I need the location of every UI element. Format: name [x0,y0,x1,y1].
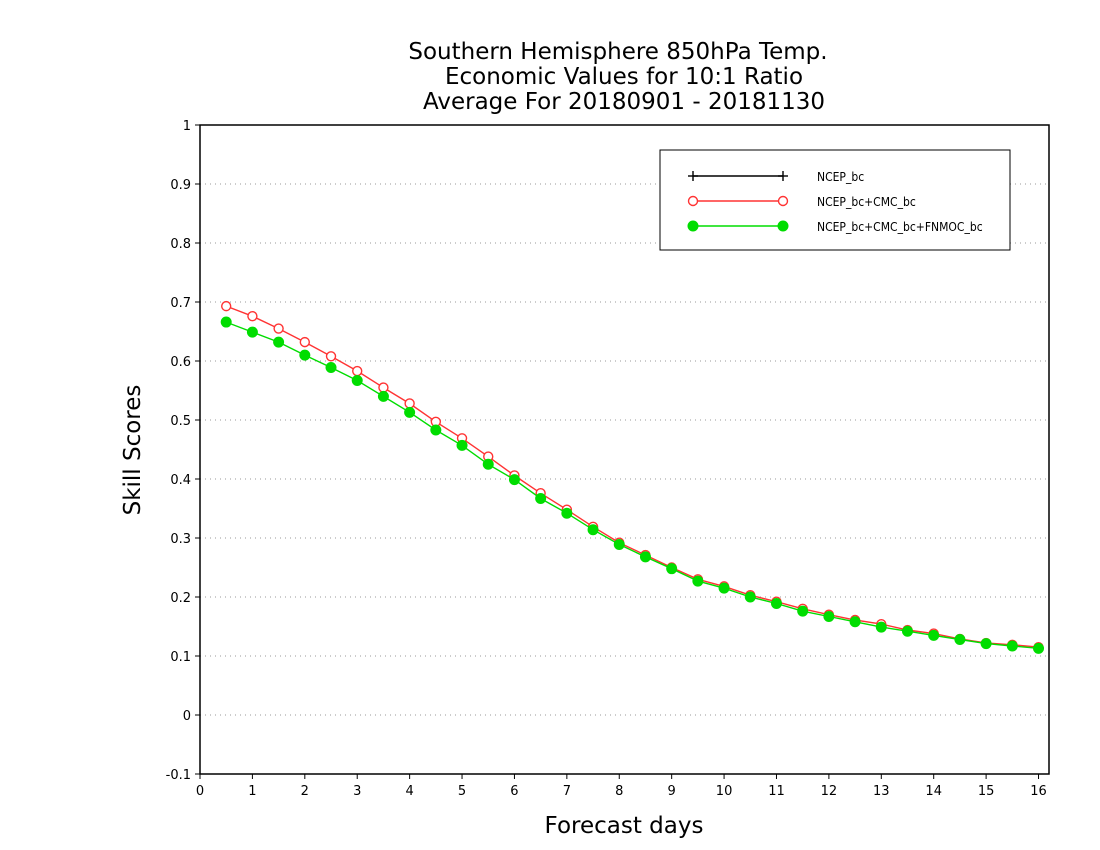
data-point [928,629,940,641]
legend-marker [777,195,789,207]
x-tick-label: 7 [563,784,571,799]
x-tick-label: 0 [196,784,204,799]
x-tick-label: 5 [458,784,466,799]
data-point [823,610,835,622]
y-axis-label: Skill Scores [120,385,146,516]
y-tick-label: -0.1 [166,768,191,783]
chart-title-line-3: Average For 20180901 - 20181130 [423,89,825,115]
data-point [299,336,311,348]
y-tick-label: 0.9 [170,178,191,193]
legend-label: NCEP_bc+CMC_bc [817,195,916,209]
data-point [325,361,337,373]
data-point [954,633,966,645]
data-point [246,326,258,338]
data-point [221,300,232,312]
y-tick-label: 1 [183,119,191,134]
data-point [352,365,363,377]
data-point [797,605,809,617]
data-point [273,323,284,334]
plot-frame [199,124,1050,775]
series-line [225,321,1039,649]
chart-title-line-2: Economic Values for 10:1 Ratio [445,64,803,90]
data-point [404,406,416,418]
x-tick-label: 9 [668,784,676,799]
legend-entry-1: NCEP_bc+CMC_bc [687,195,916,209]
data-point [692,575,704,587]
y-tick-label: 0 [183,709,191,724]
data-point [980,638,992,650]
data-point [377,390,389,402]
data-point [1006,640,1018,652]
data-point [482,458,494,470]
data-point [456,439,468,451]
series-line [225,305,1039,648]
data-point [666,563,678,575]
legend-label: NCEP_bc+CMC_bc+FNMOC_bc [817,220,983,234]
legend-label: NCEP_bc [817,170,864,184]
data-point [508,474,520,486]
legend-marker [778,171,788,181]
data-point [639,551,651,563]
legend-marker [687,195,699,207]
x-tick-label: 13 [873,784,890,799]
data-point [273,336,285,348]
data-point [220,316,232,328]
y-tick-label: 0.4 [170,473,191,488]
data-point [875,621,887,633]
data-point [561,507,573,519]
data-point [535,492,547,504]
x-tick-label: 6 [510,784,518,799]
x-tick-label: 16 [1030,784,1047,799]
y-tick-label: 0.5 [170,414,191,429]
legend-marker [777,220,789,232]
data-point [299,349,311,361]
legend-marker [688,171,698,181]
data-point [902,625,913,637]
data-point [247,310,258,322]
chart-title-line-1: Southern Hemisphere 850hPa Temp. [408,39,827,65]
y-tick-label: 0.7 [170,296,191,311]
data-point [430,424,442,436]
x-tick-label: 8 [615,784,623,799]
y-tick-label: 0.2 [170,591,191,606]
data-point [1033,642,1045,654]
legend-entry-0: NCEP_bc [688,170,864,184]
legend: NCEP_bc NCEP_bc+CMC_bc NCEP_bc+CMC_bc+FNMO… [659,149,1011,251]
data-point [613,538,625,550]
x-tick-label: 2 [301,784,309,799]
data-point [587,524,599,536]
data-point [718,582,730,594]
y-tick-label: 0.1 [170,650,191,665]
series-1 [221,300,1044,653]
gridlines [200,183,1049,716]
data-point [404,398,415,409]
data-point [351,374,363,386]
y-tick-label: 0.3 [170,532,191,547]
data-point [770,597,782,609]
series-layer [220,300,1045,654]
series-2 [220,316,1045,654]
x-tick-label: 3 [353,784,361,799]
legend-box [659,149,1011,251]
x-tick-label: 14 [925,784,942,799]
data-point [744,591,756,603]
y-tick-label: 0.8 [170,237,191,252]
x-tick-label: 15 [978,784,995,799]
x-axis-label: Forecast days [545,813,704,839]
legend-marker [687,220,699,232]
data-point [378,382,389,393]
x-tick-label: 1 [248,784,256,799]
legend-entry-2: NCEP_bc+CMC_bc+FNMOC_bc [687,220,983,234]
x-tick-label: 10 [716,784,733,799]
chart-title: Southern Hemisphere 850hPa Temp. Economi… [408,39,827,115]
y-tick-label: 0.6 [170,355,191,370]
x-tick-label: 4 [405,784,413,799]
data-point [849,616,861,628]
x-tick-label: 12 [821,784,838,799]
axes: -0.100.10.20.30.40.50.60.70.80.910 1 2 3 4 5 6… [166,119,1050,799]
data-point [325,351,337,362]
x-tick-label: 11 [768,784,785,799]
